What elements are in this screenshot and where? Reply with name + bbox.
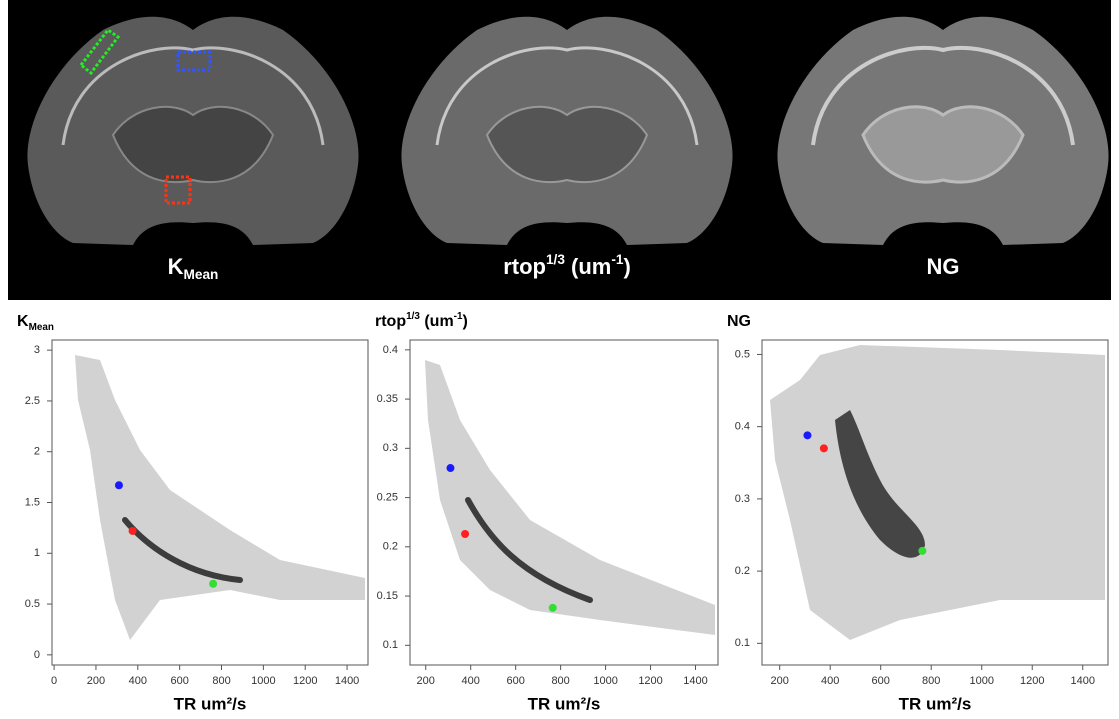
label-part: (um	[565, 254, 611, 279]
y-tick-label: 0.2	[383, 541, 398, 553]
y-tick-label: 2.5	[25, 395, 40, 407]
y-tick-label: 0.1	[383, 639, 398, 651]
label-part: 1/3	[546, 252, 565, 267]
x-tick-label: 600	[170, 675, 188, 687]
point	[446, 464, 455, 473]
x-tick-label: 1200	[293, 675, 317, 687]
point	[461, 530, 470, 539]
y-tick-label: 0.4	[383, 344, 398, 356]
y-tick-label: 0.3	[735, 493, 750, 505]
label-part: K	[17, 313, 29, 330]
x-tick-label: 1400	[335, 675, 359, 687]
density-core	[465, 497, 593, 603]
y-tick-label: 0.3	[383, 442, 398, 454]
y-tick-label: 3	[34, 344, 40, 356]
label: rtop1/3 (um-1)	[375, 311, 468, 330]
y-tick-label: 0.25	[377, 491, 398, 503]
y-tick-label: 1.5	[25, 496, 40, 508]
x-tick-label: 200	[87, 675, 105, 687]
label-part: Mean	[184, 267, 219, 282]
label: KMean	[17, 313, 54, 333]
label-part: -1	[611, 252, 624, 267]
x-tick-label: 400	[129, 675, 147, 687]
x-axis-label: TR um²/s	[174, 694, 247, 713]
x-tick-label: 600	[872, 675, 890, 687]
label-part: -1	[454, 311, 463, 322]
label-part: NG	[727, 313, 751, 330]
x-tick-label: 1200	[638, 675, 662, 687]
label-part: )	[462, 313, 467, 330]
y-tick-label: 0.15	[377, 590, 398, 602]
x-tick-label: 800	[551, 675, 569, 687]
y-tick-label: 0.2	[735, 565, 750, 577]
x-tick-label: 200	[770, 675, 788, 687]
point	[918, 546, 927, 555]
y-tick-label: 0.5	[25, 598, 40, 610]
point	[819, 444, 828, 453]
label-part: 1/3	[406, 311, 420, 322]
x-tick-label: 1200	[1020, 675, 1044, 687]
y-tick-label: 0	[34, 649, 40, 661]
point	[803, 431, 812, 440]
brain-image	[401, 16, 733, 245]
brain-image	[27, 16, 359, 245]
label: KMean	[168, 254, 219, 282]
x-tick-label: 0	[51, 675, 57, 687]
x-tick-label: 1400	[683, 675, 707, 687]
density-core	[835, 410, 925, 558]
plot-frame	[761, 339, 1109, 666]
point	[128, 526, 137, 535]
x-tick-label: 800	[922, 675, 940, 687]
y-tick-label: 0.1	[735, 637, 750, 649]
label-part: )	[623, 254, 630, 279]
label-part: NG	[927, 254, 960, 279]
label: rtop1/3 (um-1)	[503, 252, 631, 279]
label: NG	[927, 254, 960, 279]
label: NG	[727, 313, 751, 330]
label-part: rtop	[375, 313, 406, 330]
x-tick-label: 1000	[969, 675, 993, 687]
x-axis-label: TR um²/s	[528, 694, 601, 713]
x-tick-label: 600	[506, 675, 524, 687]
density-cloud	[425, 360, 715, 635]
y-tick-label: 1	[34, 547, 40, 559]
plot-frame	[409, 339, 719, 666]
density-cloud	[770, 345, 1105, 640]
x-tick-label: 800	[212, 675, 230, 687]
point	[114, 481, 123, 490]
x-tick-label: 1000	[593, 675, 617, 687]
label-part: (um	[420, 313, 454, 330]
x-tick-label: 400	[462, 675, 480, 687]
y-tick-label: 2	[34, 446, 40, 458]
point	[548, 603, 557, 612]
x-tick-label: 200	[417, 675, 435, 687]
label-part: K	[168, 254, 184, 279]
y-tick-label: 0.5	[735, 348, 750, 360]
brain-image	[777, 16, 1109, 245]
x-axis-label: TR um²/s	[899, 694, 972, 713]
y-tick-label: 0.4	[735, 421, 750, 433]
point	[209, 579, 218, 588]
label-part: Mean	[29, 322, 54, 333]
x-tick-label: 1400	[1071, 675, 1095, 687]
y-tick-label: 0.35	[377, 393, 398, 405]
x-tick-label: 1000	[251, 675, 275, 687]
x-tick-label: 400	[821, 675, 839, 687]
label-part: rtop	[503, 254, 546, 279]
density-cloud	[75, 355, 365, 640]
